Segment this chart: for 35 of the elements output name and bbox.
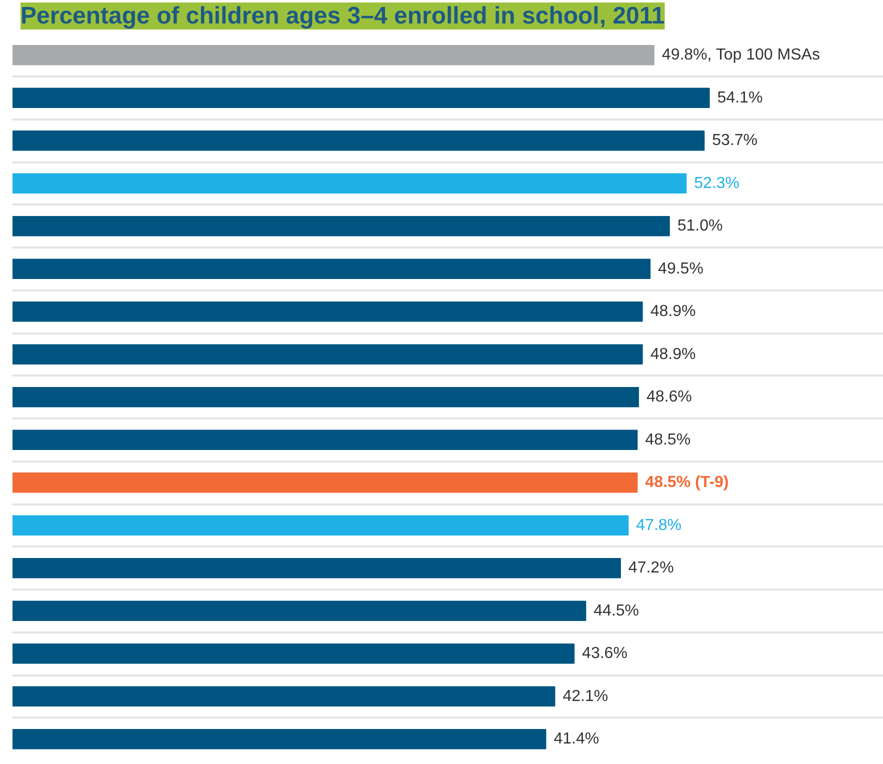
bar (12, 344, 643, 365)
bar (12, 216, 670, 236)
bar (12, 130, 705, 151)
data-label: 42.1% (562, 688, 608, 705)
bar (12, 686, 556, 706)
data-label: 43.6% (582, 645, 628, 662)
data-label: 48.5% (T-9) (645, 474, 729, 492)
data-label: 49.8%, Top 100 MSAs (662, 46, 820, 64)
data-label: 48.6% (646, 388, 692, 406)
bar (12, 387, 639, 408)
data-label: 48.9% (650, 303, 696, 320)
data-label: 44.5% (594, 602, 640, 620)
data-label: 53.7% (712, 132, 758, 150)
bar (12, 302, 643, 322)
bar (12, 558, 621, 578)
bar (12, 88, 710, 108)
data-label: 51.0% (677, 218, 723, 235)
chart-title: Percentage of children ages 3–4 enrolled in school, 2011 (20, 2, 665, 30)
bar (12, 45, 654, 66)
bar (12, 173, 687, 194)
bar (12, 515, 629, 536)
data-label: 48.5% (645, 431, 691, 448)
bar (12, 600, 586, 621)
bar (12, 472, 638, 493)
data-label: 48.9% (650, 346, 696, 363)
data-label: 52.3% (694, 174, 740, 192)
data-label: 47.2% (628, 560, 674, 577)
bar (12, 729, 546, 750)
bar (12, 644, 575, 664)
data-label: 54.1% (717, 89, 763, 106)
data-label: 47.8% (636, 516, 682, 534)
bar (12, 430, 638, 450)
bar (12, 258, 651, 280)
data-label: 41.4% (554, 730, 600, 748)
data-label: 49.5% (658, 260, 704, 278)
